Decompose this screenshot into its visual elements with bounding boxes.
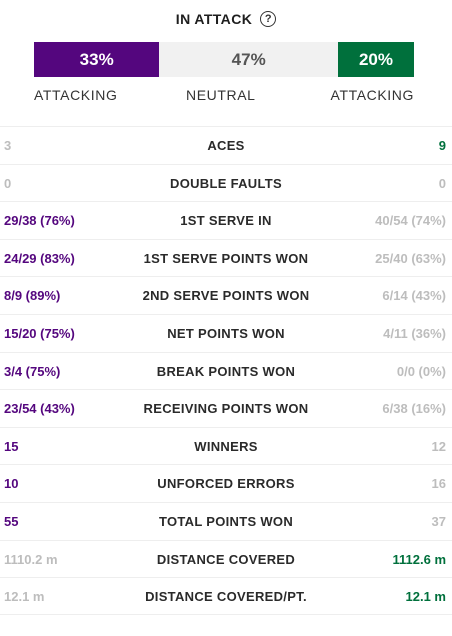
stat-label: RECEIVING POINTS WON: [143, 401, 309, 417]
player1-attacking-label: ATTACKING: [34, 87, 118, 103]
player1-stat-value: 1110.2 m: [4, 551, 58, 567]
stat-label: 1ST SERVE IN: [180, 213, 272, 229]
stat-row: 29/38 (76%) 1ST SERVE IN 40/54 (74%): [0, 201, 452, 239]
attack-distribution-bar: 33% 47% 20%: [34, 42, 414, 77]
stat-label: 2ND SERVE POINTS WON: [142, 288, 310, 304]
player2-stat-value: 12: [431, 438, 446, 454]
player2-stat-value: 0/0 (0%): [396, 363, 446, 379]
stat-label: WINNERS: [194, 438, 258, 454]
stat-label: 1ST SERVE POINTS WON: [143, 250, 309, 266]
stat-row: 0 DOUBLE FAULTS 0: [0, 163, 452, 202]
player1-stat-value: 15: [4, 438, 19, 454]
section-header: IN ATTACK ?: [0, 8, 452, 30]
player2-stat-value: 12.1 m: [405, 589, 446, 605]
question-circle-icon[interactable]: ?: [260, 11, 277, 27]
stat-row: 12.1 m DISTANCE COVERED/PT. 12.1 m: [0, 577, 452, 615]
player1-stat-value: 8/9 (89%): [4, 288, 61, 304]
player2-stat-value: 25/40 (63%): [375, 250, 446, 266]
stat-row: 3/4 (75%) BREAK POINTS WON 0/0 (0%): [0, 351, 452, 390]
player1-stat-value: 15/20 (75%): [4, 325, 75, 341]
stat-label: NET POINTS WON: [167, 325, 285, 341]
neutral-segment: 47%: [159, 42, 338, 77]
stat-label: DOUBLE FAULTS: [170, 175, 282, 191]
match-stats-table: 3 ACES 9 0 DOUBLE FAULTS 0 29/38 (76%) 1ST SERV…: [0, 126, 452, 615]
stat-label: TOTAL POINTS WON: [158, 513, 294, 529]
player2-attacking-segment: 20%: [337, 42, 414, 77]
stat-row: 55 TOTAL POINTS WON 37: [0, 501, 452, 540]
stat-row: 15/20 (75%) NET POINTS WON 4/11 (36%): [0, 313, 452, 352]
player1-attacking-segment: 33%: [34, 42, 160, 77]
player2-attacking-label: ATTACKING: [330, 87, 414, 103]
player1-stat-value: 3/4 (75%): [4, 363, 61, 379]
player2-stat-value: 16: [431, 476, 446, 492]
stat-label: DISTANCE COVERED/PT.: [145, 589, 307, 605]
player2-stat-value: 6/38 (16%): [382, 401, 446, 417]
player2-stat-value: 1112.6 m: [392, 551, 447, 567]
stat-label: ACES: [207, 138, 245, 153]
stat-row: 1110.2 m DISTANCE COVERED 1112.6 m: [0, 539, 452, 578]
player2-stat-value: 0: [438, 175, 446, 191]
section-title: IN ATTACK: [175, 11, 253, 27]
player1-stat-value: 12.1 m: [4, 589, 45, 605]
stat-label: BREAK POINTS WON: [156, 363, 296, 379]
player2-stat-value: 4/11 (36%): [383, 325, 446, 341]
stat-row: 15 WINNERS 12: [0, 426, 452, 465]
stat-label: DISTANCE COVERED: [156, 551, 296, 567]
player1-stat-value: 29/38 (76%): [4, 213, 75, 229]
player1-stat-value: 0: [4, 175, 12, 191]
player1-stat-value: 55: [4, 513, 19, 529]
player2-stat-value: 40/54 (74%): [375, 213, 446, 229]
player1-stat-value: 23/54 (43%): [4, 401, 75, 417]
stat-row: 24/29 (83%) 1ST SERVE POINTS WON 25/40 (63…: [0, 238, 452, 277]
stat-row: 10 UNFORCED ERRORS 16: [0, 464, 452, 502]
player1-stat-value: 3: [4, 138, 12, 153]
neutral-label: NEUTRAL: [186, 87, 256, 103]
player2-stat-value: 37: [431, 513, 446, 529]
stat-label: UNFORCED ERRORS: [157, 476, 295, 492]
stat-row: 8/9 (89%) 2ND SERVE POINTS WON 6/14 (43%): [0, 276, 452, 314]
player1-stat-value: 24/29 (83%): [4, 250, 75, 266]
attack-distribution-labels: ATTACKING NEUTRAL ATTACKING: [34, 87, 414, 105]
stat-row: 23/54 (43%) RECEIVING POINTS WON 6/38 (16%…: [0, 389, 452, 427]
player2-stat-value: 9: [438, 138, 446, 153]
player2-stat-value: 6/14 (43%): [382, 288, 446, 304]
stat-row: 3 ACES 9: [0, 126, 452, 164]
player1-stat-value: 10: [4, 476, 19, 492]
